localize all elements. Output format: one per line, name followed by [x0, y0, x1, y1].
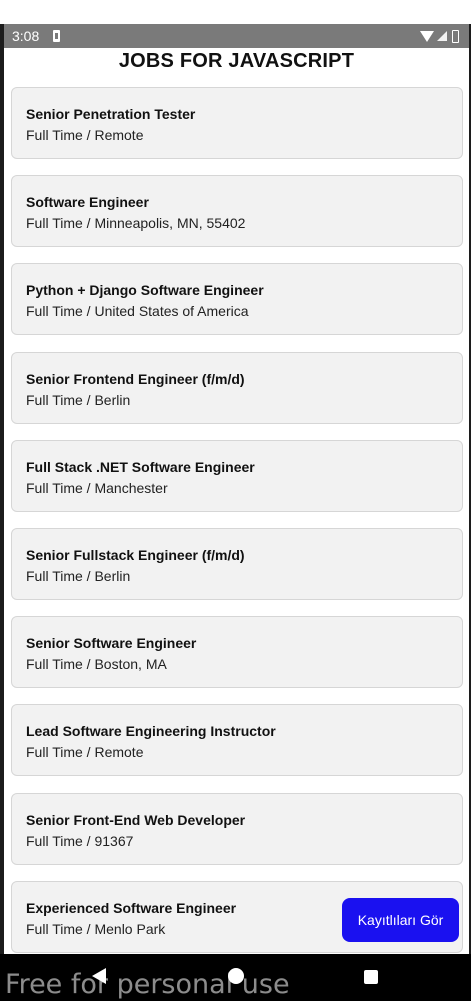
job-card[interactable]: Lead Software Engineering Instructor Ful…: [11, 704, 463, 777]
job-meta: Full Time / Menlo Park: [26, 920, 166, 937]
job-title: Experienced Software Engineer: [26, 899, 237, 916]
job-meta: Full Time / 91367: [26, 832, 134, 849]
job-meta: Full Time / United States of America: [26, 303, 249, 320]
job-meta: Full Time / Berlin: [26, 391, 131, 408]
recents-icon[interactable]: [364, 970, 378, 984]
job-meta: Full Time / Remote: [26, 127, 144, 143]
job-title: Senior Fullstack Engineer (f/m/d): [26, 546, 245, 563]
battery-icon: [452, 29, 459, 43]
job-title: Senior Software Engineer: [26, 635, 197, 652]
job-meta: Full Time / Manchester: [26, 479, 168, 496]
top-margin: [0, 0, 471, 24]
job-title: Full Stack .NET Software Engineer: [26, 458, 255, 475]
right-frame-edge: [469, 24, 471, 954]
job-title: Software Engineer: [26, 194, 149, 211]
left-frame-edge: [0, 24, 4, 954]
page-title: JOBS FOR JAVASCRIPT: [118, 50, 355, 72]
home-icon[interactable]: [228, 968, 244, 984]
status-time: 3:08: [12, 28, 40, 44]
job-card[interactable]: Senior Fullstack Engineer (f/m/d) Full T…: [11, 527, 463, 600]
job-card[interactable]: Senior Software Engineer Full Time / Bos…: [11, 616, 463, 689]
job-title: Python + Django Software Engineer: [26, 282, 264, 299]
status-bar: 3:08: [4, 24, 469, 48]
navigation-bar: [0, 954, 471, 1001]
view-saved-button[interactable]: Kayıtlıları Gör: [342, 898, 459, 942]
status-icons: [420, 29, 459, 43]
notification-icon: [53, 30, 61, 42]
job-card[interactable]: Software Engineer Full Time / Minneapoli…: [11, 175, 463, 248]
job-title: Senior Frontend Engineer (f/m/d): [26, 370, 245, 387]
job-meta: Full Time / Minneapolis, MN, 55402: [26, 215, 246, 232]
job-meta: Full Time / Berlin: [26, 567, 131, 584]
signal-icon: [437, 31, 447, 41]
job-title: Lead Software Engineering Instructor: [26, 723, 276, 740]
job-title: Senior Front-End Web Developer: [26, 811, 246, 828]
job-meta: Full Time / Remote: [26, 744, 144, 761]
job-meta: Full Time / Boston, MA: [26, 656, 167, 673]
job-title: Senior Penetration Tester: [26, 106, 196, 122]
job-card[interactable]: Python + Django Software Engineer Full T…: [11, 263, 463, 336]
wifi-icon: [420, 30, 434, 42]
job-card[interactable]: Full Stack .NET Software Engineer Full T…: [11, 439, 463, 512]
back-icon[interactable]: [92, 968, 106, 984]
job-card[interactable]: Senior Frontend Engineer (f/m/d) Full Ti…: [11, 351, 463, 424]
job-list: Senior Penetration Tester Full Time / Re…: [11, 87, 463, 969]
job-card[interactable]: Senior Front-End Web Developer Full Time…: [11, 792, 463, 865]
job-card[interactable]: Senior Penetration Tester Full Time / Re…: [11, 87, 463, 159]
